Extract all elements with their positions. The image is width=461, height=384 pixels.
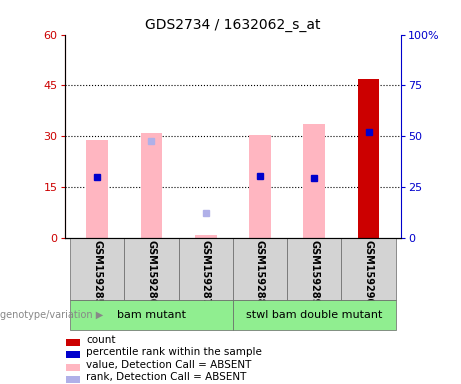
Bar: [65, 339, 79, 346]
Bar: [124, 238, 178, 300]
Bar: [287, 238, 341, 300]
Bar: [70, 300, 233, 330]
Bar: [233, 300, 396, 330]
Text: GSM159287: GSM159287: [201, 240, 211, 305]
Bar: [65, 376, 79, 383]
Text: bam mutant: bam mutant: [117, 310, 186, 320]
Text: genotype/variation ▶: genotype/variation ▶: [0, 310, 104, 320]
Text: GSM159286: GSM159286: [147, 240, 156, 305]
Bar: [86, 140, 108, 238]
Bar: [178, 238, 233, 300]
Bar: [141, 133, 162, 238]
Bar: [358, 79, 379, 238]
Text: stwl bam double mutant: stwl bam double mutant: [246, 310, 383, 320]
Text: percentile rank within the sample: percentile rank within the sample: [87, 347, 262, 357]
Text: value, Detection Call = ABSENT: value, Detection Call = ABSENT: [87, 360, 252, 370]
Bar: [249, 135, 271, 238]
Bar: [233, 238, 287, 300]
Text: GSM159285: GSM159285: [92, 240, 102, 305]
Bar: [195, 235, 217, 238]
Bar: [341, 238, 396, 300]
Title: GDS2734 / 1632062_s_at: GDS2734 / 1632062_s_at: [145, 18, 320, 32]
Bar: [303, 124, 325, 238]
Bar: [65, 351, 79, 358]
Text: GSM159288: GSM159288: [255, 240, 265, 305]
Bar: [65, 364, 79, 371]
Text: rank, Detection Call = ABSENT: rank, Detection Call = ABSENT: [87, 372, 247, 382]
Text: GSM159289: GSM159289: [309, 240, 319, 305]
Text: GSM159290: GSM159290: [364, 240, 373, 305]
Bar: [70, 238, 124, 300]
Text: count: count: [87, 335, 116, 345]
